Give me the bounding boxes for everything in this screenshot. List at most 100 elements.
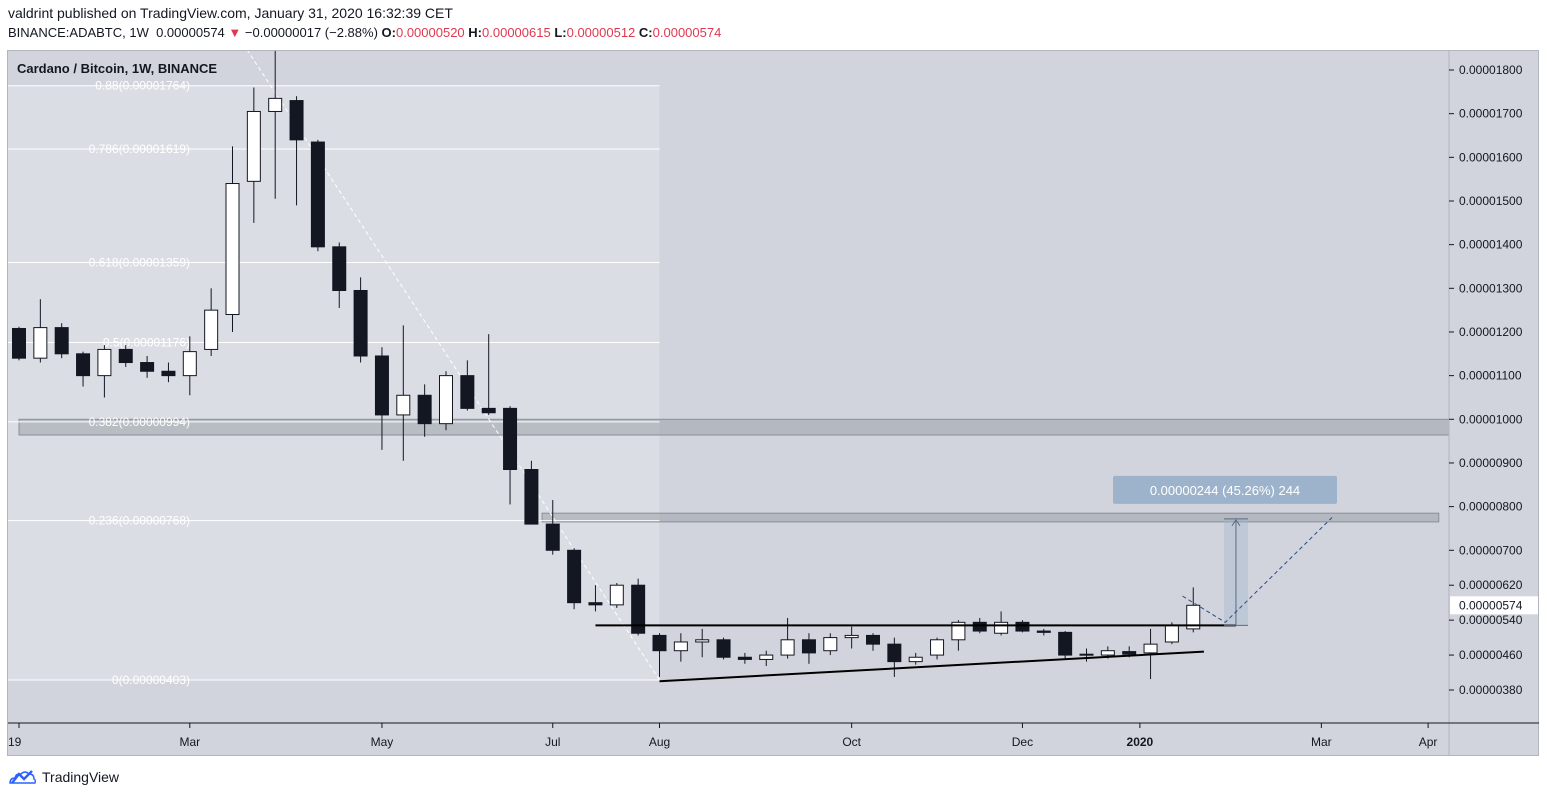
- candle-body-3: [76, 353, 91, 377]
- candle-body-51: [1100, 650, 1115, 656]
- price-change: −0.00000017 (−2.88%): [244, 25, 378, 40]
- candle-body-30: [652, 634, 667, 652]
- resistance-zone-0: [18, 418, 1449, 436]
- measure-arrow-head: [1231, 518, 1241, 527]
- x-tick-label-9: Apr: [1419, 735, 1438, 749]
- candle-body-12: [268, 97, 283, 112]
- candle-body-33: [716, 639, 731, 658]
- fib-label-6: 0(0.00000403): [112, 673, 190, 687]
- candle-body-8: [182, 351, 197, 377]
- candle-body-1: [33, 327, 48, 359]
- candle-body-2: [54, 327, 69, 355]
- candle-body-35: [759, 654, 774, 660]
- candle-body-11: [246, 110, 261, 182]
- x-tick-label-4: Aug: [649, 735, 670, 749]
- candle-body-4: [97, 348, 112, 377]
- resistance-zone-1: [541, 512, 1440, 523]
- candle-body-40: [866, 634, 880, 645]
- fib-label-1: 0.786(0.00001619): [89, 142, 190, 156]
- plot-area: 0.88(0.00001764) 0.786(0.00001619) 0.618(0…: [8, 51, 1449, 687]
- candle-body-21: [460, 375, 475, 409]
- candle-body-9: [204, 309, 219, 350]
- candle-body-36: [780, 639, 795, 656]
- publisher-line: valdrint published on TradingView.com, J…: [8, 5, 453, 21]
- candle-body-15: [332, 246, 347, 291]
- candle-body-26: [567, 549, 582, 604]
- tradingview-cloud-icon: [9, 770, 37, 784]
- candle-body-45: [972, 621, 987, 632]
- high-value: 0.00000615: [482, 25, 551, 40]
- y-tick-label-13: 0.00000540: [1459, 613, 1523, 627]
- candle-body-27: [588, 602, 603, 606]
- ascending-support-line: [659, 650, 1204, 683]
- candle-body-52: [1122, 651, 1137, 655]
- candle-body-24: [524, 469, 539, 525]
- measure-label: 0.00000244 (45.26%) 244: [1150, 483, 1300, 498]
- fib-label-2: 0.618(0.00001359): [89, 256, 190, 270]
- open-label: O:: [381, 25, 396, 40]
- y-tick-label-15: 0.00000380: [1459, 683, 1523, 697]
- projection-path: [1182, 517, 1333, 623]
- y-tick-label-9: 0.00000900: [1459, 456, 1523, 470]
- candle-body-55: [1186, 604, 1201, 630]
- x-tick-label-2: May: [371, 735, 394, 749]
- y-tick-label-7: 0.00001100: [1459, 369, 1522, 383]
- y-tick-label-2: 0.00001600: [1459, 150, 1523, 164]
- tradingview-logo[interactable]: TradingView: [8, 768, 119, 786]
- high-label: H:: [468, 25, 483, 40]
- y-tick-label-3: 0.00001500: [1459, 194, 1523, 208]
- ohlc-line: BINANCE:ADABTC, 1W 0.00000574 ▼ −0.00000…: [8, 25, 721, 40]
- x-tick-label-0: 19: [8, 735, 22, 749]
- candle-body-41: [887, 643, 902, 663]
- candle-body-47: [1015, 621, 1030, 632]
- title-backdrop: [12, 58, 238, 78]
- candle-body-20: [439, 375, 453, 425]
- x-tick-label-7: 2020: [1127, 735, 1154, 749]
- low-label: L:: [554, 25, 567, 40]
- tradingview-brand: TradingView: [42, 769, 120, 785]
- candle-body-38: [823, 637, 838, 652]
- chart-title: Cardano / Bitcoin, 1W, BINANCE: [17, 61, 217, 76]
- candle-body-25: [545, 523, 560, 551]
- x-tick-label-8: Mar: [1311, 735, 1332, 749]
- candle-body-17: [374, 355, 389, 416]
- candle-body-0: [12, 327, 26, 359]
- fib-label-4: 0.382(0.00000994): [89, 415, 190, 429]
- last-price: 0.00000574: [156, 25, 225, 40]
- candle-body-39: [844, 634, 859, 639]
- y-tick-label-0: 0.00001800: [1459, 63, 1523, 77]
- candle-body-48: [1036, 630, 1051, 633]
- fib-label-3: 0.5(0.00001176): [103, 335, 190, 349]
- candle-body-6: [140, 362, 155, 372]
- candle-body-31: [673, 641, 688, 652]
- measure-label-box: [1113, 475, 1337, 504]
- candle-body-42: [908, 656, 923, 663]
- candle-body-28: [609, 584, 624, 606]
- close-label: C:: [638, 25, 653, 40]
- low-value: 0.00000512: [566, 25, 636, 40]
- x-tick-label-3: Jul: [545, 735, 560, 749]
- candle-body-46: [994, 621, 1009, 634]
- candle-body-34: [737, 656, 752, 660]
- last-price-label: 0.00000574: [1459, 598, 1523, 612]
- y-tick-label-11: 0.00000700: [1459, 543, 1523, 557]
- x-tick-label-5: Oct: [842, 735, 861, 749]
- candle-body-49: [1058, 631, 1073, 656]
- candle-body-5: [118, 348, 133, 364]
- fib-label-5: 0.236(0.00000768): [89, 514, 190, 528]
- candle-body-19: [417, 394, 432, 425]
- y-tick-label-14: 0.00000460: [1459, 648, 1523, 662]
- candle-body-43: [930, 639, 945, 656]
- y-tick-label-6: 0.00001200: [1459, 325, 1523, 339]
- candle-body-16: [353, 289, 368, 357]
- candle-body-53: [1143, 643, 1158, 654]
- symbol-label: BINANCE:ADABTC, 1W: [8, 25, 149, 40]
- fib-range-shade: [8, 85, 660, 680]
- candle-body-22: [481, 407, 496, 414]
- open-value: 0.00000520: [395, 25, 465, 40]
- last-price-box: [1450, 596, 1538, 615]
- candle-body-37: [801, 639, 816, 654]
- candle-body-50: [1079, 653, 1094, 656]
- candle-body-18: [396, 394, 411, 416]
